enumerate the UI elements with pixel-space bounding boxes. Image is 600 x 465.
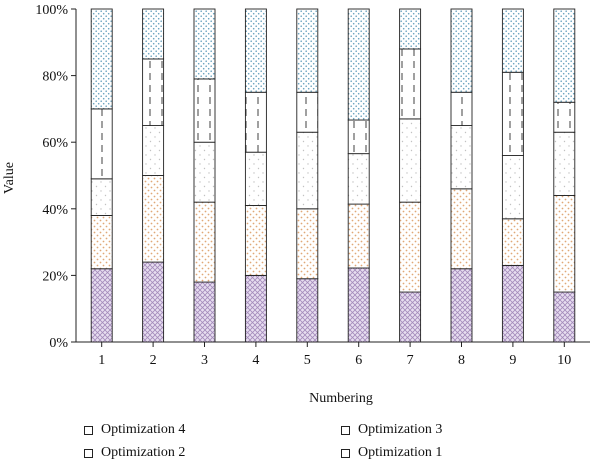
- bar-segment-series-1-cat-1: [90, 268, 113, 343]
- bar-segment-series-5-cat-10: [553, 8, 576, 103]
- bar-segment-series-5-cat-3: [193, 8, 216, 80]
- x-tick-label: 1: [98, 353, 105, 368]
- bar-segment-series-1-cat-4: [244, 274, 267, 343]
- bar-segment-series-3-cat-2: [142, 125, 165, 176]
- bar-segment-series-5-cat-8: [450, 8, 473, 93]
- bar-segment-series-4-cat-5: [296, 91, 319, 133]
- axis-labels: Value Numbering: [2, 162, 373, 406]
- x-tick-label: 3: [201, 353, 208, 368]
- bar-segment-series-1-cat-3: [193, 281, 216, 343]
- bar-segment-series-3-cat-10: [553, 131, 576, 196]
- bar-segment-series-5-cat-5: [296, 8, 319, 93]
- bar-segment-series-4-cat-2: [142, 58, 165, 126]
- bar-segment-series-4-cat-8: [450, 91, 473, 126]
- bar-segment-series-3-cat-3: [193, 141, 216, 203]
- x-tick-label: 8: [458, 353, 465, 368]
- y-tick-label: 60%: [42, 136, 68, 151]
- x-tick-label: 5: [304, 353, 311, 368]
- bar-segment-series-1-cat-5: [296, 278, 319, 343]
- bar-segment-series-1-cat-6: [347, 267, 370, 343]
- x-tick-label: 2: [150, 353, 157, 368]
- bar-segment-series-4-cat-1: [90, 108, 113, 180]
- bar-segment-series-5-cat-2: [142, 8, 165, 60]
- bar-segment-series-4-cat-4: [244, 91, 267, 153]
- bar-segment-series-5-cat-6: [347, 8, 370, 121]
- bar-segment-series-3-cat-6: [347, 153, 370, 205]
- bar-segment-series-4-cat-10: [553, 101, 576, 133]
- bar-segment-series-2-cat-4: [244, 205, 267, 276]
- bar-segment-series-4-cat-3: [193, 78, 216, 143]
- bar-segment-series-5-cat-7: [399, 8, 422, 50]
- y-tick-label: 0%: [49, 336, 68, 351]
- bar-segment-series-3-cat-1: [90, 178, 113, 216]
- bar-segment-series-1-cat-8: [450, 268, 473, 343]
- bar-segment-series-2-cat-10: [553, 195, 576, 293]
- y-tick-label: 100%: [35, 3, 68, 18]
- bar-segment-series-1-cat-2: [142, 261, 165, 343]
- x-tick-label: 4: [252, 353, 259, 368]
- bar-segment-series-4-cat-9: [501, 71, 524, 156]
- bar-segment-series-5-cat-9: [501, 8, 524, 73]
- y-axis-label: Value: [2, 162, 17, 194]
- bar-segment-series-2-cat-5: [296, 208, 319, 280]
- y-tick-label: 20%: [42, 269, 68, 284]
- y-tick-label: 40%: [42, 203, 68, 218]
- bar-segment-series-3-cat-7: [399, 118, 422, 203]
- bar-segment-series-3-cat-9: [501, 155, 524, 220]
- x-axis-label: Numbering: [309, 391, 373, 406]
- bar-segment-series-2-cat-6: [347, 203, 370, 269]
- bar-segment-series-4-cat-7: [399, 48, 422, 120]
- bar-segment-series-1-cat-7: [399, 291, 422, 343]
- x-tick-label: 6: [355, 353, 362, 368]
- bar-segment-series-2-cat-1: [90, 215, 113, 270]
- bar-segment-series-4-cat-6: [347, 119, 370, 155]
- bar-segment-series-3-cat-5: [296, 131, 319, 210]
- bar-segment-series-1-cat-10: [553, 291, 576, 343]
- bar-segment-series-3-cat-4: [244, 151, 267, 206]
- bar-segment-series-2-cat-2: [142, 175, 165, 263]
- bar-segment-series-5-cat-4: [244, 8, 267, 93]
- bars: [90, 8, 576, 343]
- y-tick-label: 80%: [42, 70, 68, 85]
- bar-segment-series-2-cat-9: [501, 218, 524, 266]
- x-tick-label: 9: [509, 353, 516, 368]
- x-tick-label: 7: [407, 353, 414, 368]
- bar-segment-series-2-cat-8: [450, 188, 473, 270]
- bar-segment-series-3-cat-8: [450, 125, 473, 190]
- bar-segment-series-2-cat-3: [193, 201, 216, 283]
- x-tick-label: 10: [557, 353, 571, 368]
- bar-segment-series-2-cat-7: [399, 201, 422, 293]
- bar-segment-series-1-cat-9: [501, 264, 524, 343]
- bar-segment-series-5-cat-1: [90, 8, 113, 110]
